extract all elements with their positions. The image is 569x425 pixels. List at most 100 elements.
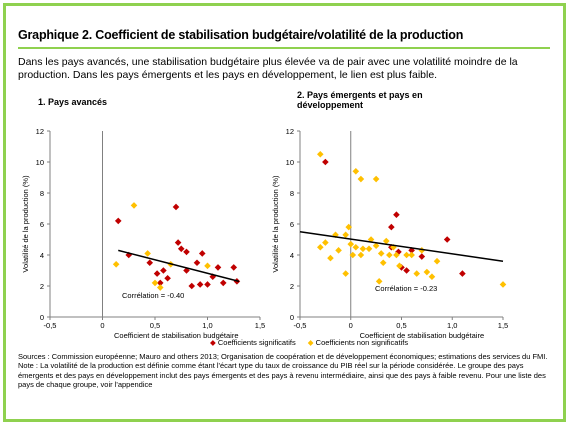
p1-x-tick-label: 1,5 (255, 321, 265, 330)
p1-point-non-significant (151, 279, 159, 287)
p2-point-non-significant (322, 239, 329, 246)
p1-point-significant (219, 279, 227, 287)
p2-point-non-significant (372, 175, 380, 183)
p2-point-non-significant (386, 251, 393, 259)
p2-point-non-significant (375, 278, 383, 285)
legend-non-significant-label: Coefficients non significatifs (315, 338, 409, 347)
p2-y-tick-label: 12 (286, 127, 294, 136)
p1-point-significant (160, 267, 167, 274)
p1-y-axis-label: Volatilité de la production (%) (21, 175, 30, 273)
p1-point-significant (164, 274, 171, 282)
p2-y-tick-label: 6 (290, 220, 294, 229)
p2-point-non-significant (359, 245, 367, 253)
p1-point-non-significant (112, 261, 120, 268)
p2-point-non-significant (349, 251, 357, 259)
p1-x-tick-label: 1,0 (202, 321, 212, 330)
legend-significant-label: Coefficients significatifs (217, 338, 296, 347)
p1-correlation-label: Corrélation = -0.40 (122, 291, 184, 300)
p1-y-tick-label: 12 (36, 127, 44, 136)
p1-point-significant (230, 264, 238, 271)
p1-point-significant (204, 281, 211, 288)
p1-y-tick-label: 4 (40, 251, 44, 260)
p2-point-non-significant (365, 245, 373, 253)
sources-text: Sources : Commission européenne; Mauro a… (18, 352, 548, 361)
p1-y-tick-label: 6 (40, 220, 44, 229)
p2-point-non-significant (433, 257, 441, 265)
p2-point-non-significant (357, 251, 365, 259)
p2-point-non-significant (342, 231, 349, 239)
p2-point-non-significant (327, 254, 334, 262)
p2-point-non-significant (382, 237, 390, 245)
p2-point-non-significant (357, 175, 365, 183)
p2-point-significant (393, 211, 400, 218)
p2-point-significant (408, 247, 415, 254)
p2-point-non-significant (396, 262, 403, 270)
p2-point-non-significant (372, 242, 380, 249)
p2-point-non-significant (317, 243, 324, 251)
p1-y-tick-label: 8 (40, 189, 44, 198)
p2-point-non-significant (408, 251, 415, 259)
p2-y-tick-label: 10 (286, 158, 294, 167)
p2-point-non-significant (352, 243, 360, 251)
p1-point-significant (114, 217, 122, 225)
p1-point-significant (183, 248, 190, 256)
p2-y-tick-label: 8 (290, 189, 294, 198)
p2-trend-line (299, 231, 504, 262)
p2-point-significant (418, 253, 426, 260)
figure-title: Graphique 2. Coefficient de stabilisatio… (18, 28, 464, 42)
p2-point-non-significant (377, 250, 385, 257)
figure-frame (3, 3, 566, 422)
legend-significant: ◆ Coefficients significatifs (210, 338, 296, 347)
p1-point-significant (198, 250, 206, 257)
p2-point-non-significant (317, 150, 324, 158)
p1-x-tick-label: -0,5 (44, 321, 57, 330)
p2-point-significant (395, 248, 402, 256)
p1-point-significant (196, 281, 204, 288)
panel1-title: 1. Pays avancés (38, 97, 108, 107)
p2-point-non-significant (423, 268, 431, 276)
p2-point-significant (443, 236, 451, 243)
p2-point-significant (403, 267, 410, 274)
legend-non-significant-marker: ◆ (307, 338, 314, 347)
p2-point-non-significant (393, 251, 400, 259)
p2-y-tick-label: 2 (290, 282, 294, 291)
p2-point-non-significant (345, 223, 353, 231)
p2-point-significant (459, 270, 466, 277)
p1-point-significant (193, 259, 201, 267)
p2-point-non-significant (413, 270, 421, 277)
p1-trend-line (118, 249, 240, 283)
p2-correlation-label: Corrélation = -0.23 (375, 284, 437, 293)
p1-point-significant (172, 203, 180, 211)
p1-point-significant (153, 270, 161, 277)
p2-point-significant (388, 223, 395, 231)
p2-point-non-significant (499, 281, 507, 288)
p1-point-non-significant (144, 250, 151, 257)
p2-x-tick-label: 0,5 (396, 321, 406, 330)
p2-x-tick-label: 0 (349, 321, 353, 330)
p2-x-axis-label: Coefficient de stabilisation budgétaire (360, 331, 485, 340)
p2-point-non-significant (342, 270, 349, 277)
p2-x-tick-label: -0,5 (294, 321, 307, 330)
p2-y-tick-label: 0 (290, 313, 294, 322)
p1-x-tick-label: 0 (100, 321, 104, 330)
p2-point-non-significant (418, 247, 426, 254)
p1-y-tick-label: 10 (36, 158, 44, 167)
p1-y-tick-label: 2 (40, 282, 44, 291)
panel2-title: 2. Pays émergents et pays en développeme… (297, 90, 423, 110)
p2-x-tick-label: 1,5 (498, 321, 508, 330)
title-rule (18, 47, 550, 49)
p1-point-significant (146, 259, 154, 267)
p2-y-tick-label: 4 (290, 251, 294, 260)
p1-point-significant (177, 245, 185, 253)
p2-point-non-significant (352, 168, 360, 175)
p1-point-significant (214, 264, 222, 271)
p1-point-significant (188, 282, 196, 290)
p1-y-tick-label: 0 (40, 313, 44, 322)
p2-point-non-significant (335, 247, 342, 254)
p1-point-significant (174, 239, 182, 246)
note-text: Note : La volatilité de la production es… (18, 361, 546, 390)
p2-point-non-significant (379, 259, 387, 267)
p2-point-non-significant (403, 251, 410, 259)
p2-point-significant (322, 158, 329, 166)
